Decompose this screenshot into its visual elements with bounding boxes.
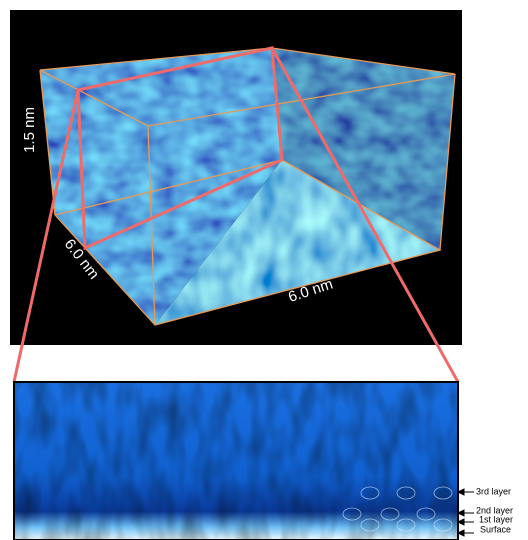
layer-label: 3rd layer bbox=[476, 486, 511, 496]
height-label: 1.5 nm bbox=[21, 107, 38, 153]
layer-label: 1st layer bbox=[479, 514, 513, 524]
cross-section-texture bbox=[14, 382, 458, 540]
layer-arrows bbox=[458, 489, 474, 536]
layer-label: Surface bbox=[480, 524, 511, 534]
figure: 1.5 nm 6.0 nm 6.0 nm 3rd layer 2nd layer… bbox=[0, 0, 528, 540]
